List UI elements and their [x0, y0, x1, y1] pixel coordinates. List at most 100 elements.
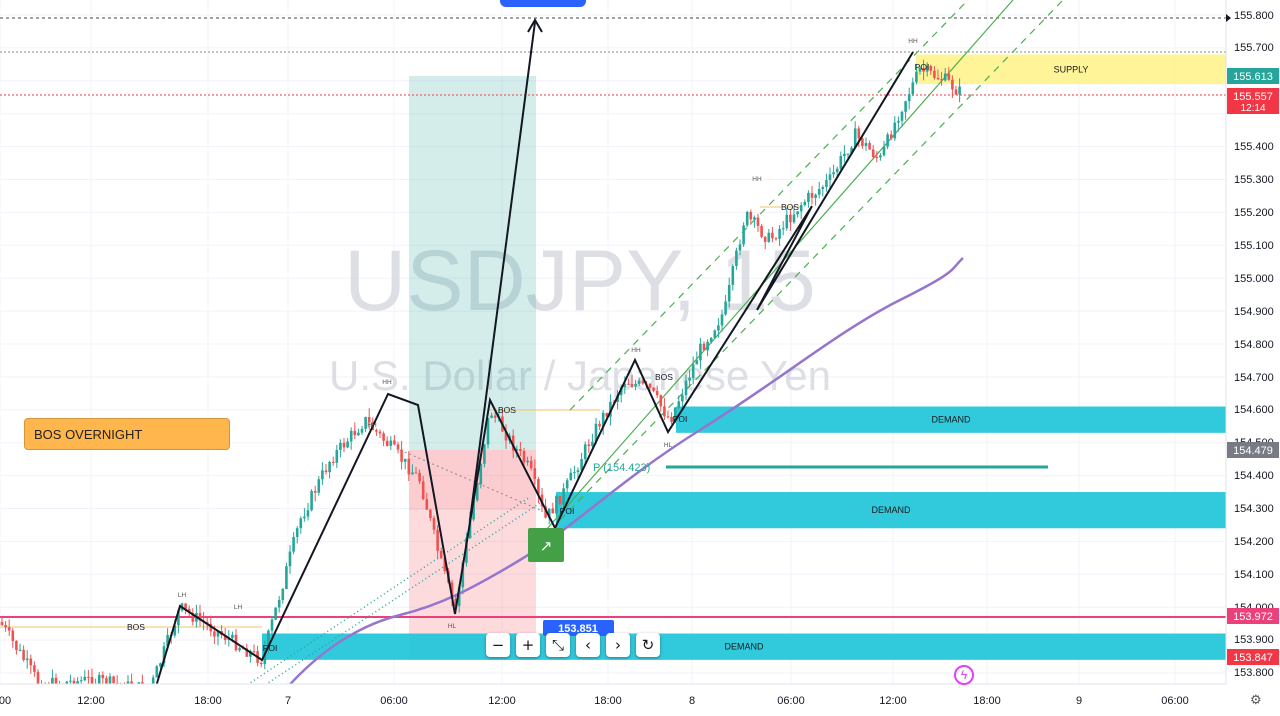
candle-body [519, 448, 522, 451]
reset-chart-button[interactable]: ↻ [636, 633, 660, 657]
price-tick: 154.700 [1234, 372, 1274, 384]
candle-body [321, 470, 324, 480]
candle-body [36, 671, 40, 685]
candle-body [544, 506, 547, 518]
candle-body [886, 134, 889, 147]
candle-body [652, 387, 655, 391]
zones: SUPPLY DEMAND DEMAND DEMAND [262, 54, 1226, 660]
price-tick: 155.800 [1234, 10, 1274, 22]
time-tick: 8 [689, 695, 695, 707]
candle-body [335, 449, 339, 463]
candle-body [753, 217, 756, 220]
zoom-in-button[interactable]: + [516, 633, 540, 657]
time-tick: 18:00 [973, 695, 1001, 707]
candle-body [659, 395, 663, 407]
candle-body [749, 211, 753, 220]
candle-body [925, 65, 929, 72]
projection-arrow [469, 21, 536, 521]
annotation-label: LH [178, 592, 187, 599]
price-tick: 154.300 [1234, 503, 1274, 515]
candle-body [760, 225, 763, 237]
price-label: 154.479 [1233, 445, 1273, 457]
candle-body [922, 67, 925, 72]
candle-body [515, 448, 519, 451]
reset-scale-button[interactable]: ⤡ [546, 633, 570, 657]
candle-body [889, 134, 893, 139]
candle-body [591, 441, 594, 447]
candle-body [853, 128, 857, 148]
candle-body [7, 627, 11, 631]
candle-body [551, 508, 555, 514]
candle-body [159, 663, 162, 667]
candle-body [825, 180, 828, 187]
candle-body [51, 677, 54, 688]
candle-body [468, 519, 472, 539]
candle-body [367, 417, 371, 423]
position-label: 153.851 [558, 623, 598, 635]
candle-body [951, 79, 954, 90]
candle-body [781, 228, 785, 230]
candle-body [231, 634, 234, 639]
price-tick: 155.100 [1234, 240, 1274, 252]
candle-body [609, 401, 612, 417]
candle-body [929, 65, 933, 71]
annotation-label: BOS [127, 622, 145, 632]
candle-body [767, 232, 771, 242]
dashed-ref [399, 449, 541, 511]
candle-body [432, 518, 436, 530]
alert-marker[interactable] [500, 0, 586, 7]
candle-body [87, 676, 90, 678]
countdown-label: 12:14 [1240, 103, 1265, 114]
lines [0, 0, 1226, 688]
candle-body [112, 676, 115, 684]
trend-icon: ↗ [540, 538, 553, 555]
candle-body [918, 67, 922, 72]
zone-label: SUPPLY [1054, 64, 1089, 74]
candle-body [4, 625, 7, 628]
candle-body [472, 500, 475, 520]
bos-overnight-callout[interactable]: BOS OVERNIGHT [24, 418, 230, 450]
candle-body [69, 680, 72, 682]
candle-body [65, 681, 69, 685]
candle-body [108, 676, 112, 687]
time-tick: 7 [285, 695, 291, 707]
annotation-label: HH [908, 38, 918, 45]
grid [0, 0, 1226, 684]
zoom-out-button[interactable]: − [486, 633, 510, 657]
candle-body [695, 360, 699, 365]
candle-body [22, 649, 25, 661]
candle-body [580, 459, 583, 471]
candle-body [461, 562, 465, 588]
candle-body [493, 415, 497, 418]
price-axis: 155.800 155.700 155.400 155.300 155.200 155.1… [1225, 0, 1280, 684]
moving-average-line [284, 257, 964, 691]
candle-body [310, 491, 313, 511]
candle-body [868, 143, 871, 150]
annotation-label: HH [367, 422, 377, 429]
zone-demand [262, 633, 1226, 660]
candle-body [648, 383, 652, 388]
candle-body [216, 631, 220, 637]
price-tick: 155.400 [1234, 141, 1274, 153]
price-tick: 154.400 [1234, 470, 1274, 482]
candle-body [778, 228, 781, 239]
candle-body [274, 607, 277, 620]
candle-body [414, 472, 418, 474]
candle-body [807, 192, 810, 202]
candle-body [346, 441, 349, 448]
flash-icon[interactable]: ϟ [954, 665, 974, 685]
candle-body [213, 631, 216, 637]
candle-body [0, 622, 4, 626]
candle-body [943, 73, 947, 81]
annotation-label: LH [234, 604, 243, 611]
candle-body [623, 383, 627, 388]
candle-body [821, 186, 825, 190]
gear-icon[interactable]: ⚙ [1250, 692, 1262, 707]
candle-body [353, 430, 357, 436]
time-axis: 00 12:00 18:00 7 06:00 12:00 18:00 8 06:00 12:00 1… [0, 683, 1226, 711]
candle-body [54, 677, 58, 689]
scroll-left-button[interactable]: ‹ [576, 633, 600, 657]
scroll-right-button[interactable]: › [606, 633, 630, 657]
